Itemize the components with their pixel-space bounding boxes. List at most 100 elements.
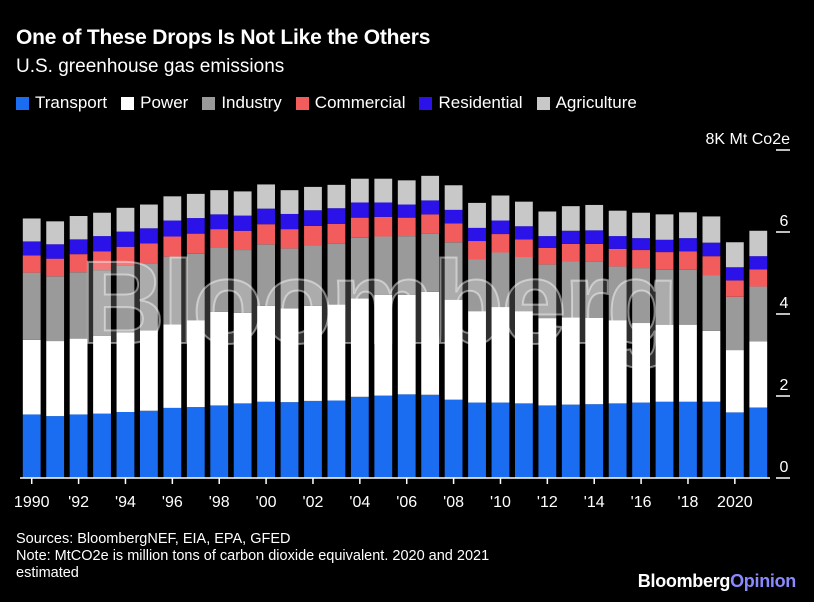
x-tick-label-1990: 1990: [14, 494, 50, 511]
x-tick-label-1992: '92: [68, 494, 89, 511]
bar-industry-2019: [702, 275, 721, 331]
bar-industry-1996: [163, 256, 182, 325]
bar-power-2008: [444, 299, 463, 400]
bar-commercial-2019: [702, 256, 721, 276]
bar-transport-2002: [304, 400, 322, 478]
bar-industry-2007: [421, 233, 440, 292]
bar-power-1994: [116, 332, 135, 412]
bar-power-2009: [468, 311, 486, 403]
legend-item-commercial: Commercial: [295, 93, 405, 113]
legend-swatch-commercial: [295, 96, 309, 110]
legend-swatch-industry: [202, 96, 216, 110]
bar-residential-2001: [280, 213, 299, 230]
x-tick-label-2012: '12: [537, 494, 558, 511]
chart-title: One of These Drops Is Not Like the Other…: [16, 26, 431, 49]
brand-bloomberg: Bloomberg: [637, 571, 731, 591]
x-tick-label-2018: '18: [678, 494, 699, 511]
bar-commercial-2013: [561, 243, 580, 262]
bar-industry-1993: [93, 270, 111, 336]
bar-residential-2005: [374, 202, 393, 217]
bar-agriculture-2001: [280, 190, 299, 214]
bar-commercial-2016: [632, 250, 650, 269]
bar-industry-2015: [608, 266, 627, 321]
bar-commercial-2009: [468, 241, 486, 260]
bar-industry-2002: [304, 245, 322, 306]
x-tick-label-2010: '10: [490, 494, 511, 511]
bar-transport-2001: [280, 402, 299, 478]
bar-power-2011: [515, 311, 533, 404]
bar-power-1998: [210, 311, 229, 406]
bar-agriculture-2021: [749, 230, 768, 257]
bar-industry-2003: [327, 243, 346, 305]
bar-commercial-1998: [210, 229, 229, 248]
bar-residential-2004: [350, 202, 369, 218]
bar-commercial-2015: [608, 248, 627, 267]
bar-commercial-1991: [46, 258, 65, 277]
bar-agriculture-2012: [538, 211, 557, 237]
bar-residential-2020: [725, 267, 744, 281]
bar-industry-2011: [515, 257, 533, 312]
bar-power-2017: [655, 324, 674, 402]
x-tick-label-2014: '14: [584, 494, 605, 511]
bar-residential-2010: [491, 220, 510, 235]
bar-power-2003: [327, 304, 346, 401]
bar-commercial-1996: [163, 236, 182, 257]
legend-label-agriculture: Agriculture: [555, 93, 637, 112]
legend-swatch-transport: [16, 96, 29, 110]
bar-residential-2000: [257, 208, 275, 225]
y-tick-label-2000: 2: [780, 377, 789, 394]
note-text: Note: MtCO2e is million tons of carbon d…: [16, 548, 490, 564]
bar-commercial-1992: [69, 254, 88, 273]
bar-transport-2011: [515, 403, 533, 478]
bar-agriculture-2008: [444, 185, 463, 210]
bar-transport-2013: [561, 404, 580, 478]
bar-transport-2021: [749, 407, 768, 478]
bar-commercial-2001: [280, 229, 299, 249]
bar-residential-2003: [327, 208, 346, 224]
bar-agriculture-2015: [608, 210, 627, 237]
bar-industry-2010: [491, 252, 510, 308]
bar-residential-1991: [46, 244, 65, 259]
legend-label-transport: Transport: [35, 93, 108, 112]
bar-industry-2009: [468, 259, 486, 312]
bar-industry-2013: [561, 261, 580, 318]
bar-power-2001: [280, 308, 299, 403]
bar-agriculture-2003: [327, 184, 346, 209]
legend-label-residential: Residential: [438, 93, 523, 112]
bar-industry-2014: [585, 261, 604, 318]
y-tick-label-6000: 6: [780, 213, 789, 230]
legend-label-power: Power: [140, 93, 189, 112]
bar-residential-1996: [163, 220, 182, 237]
bar-agriculture-2018: [679, 212, 697, 239]
bar-transport-2017: [655, 401, 674, 478]
bar-power-2004: [350, 298, 369, 397]
bar-residential-2009: [468, 227, 486, 242]
bar-residential-2002: [304, 210, 322, 226]
bar-residential-2017: [655, 239, 674, 253]
legend: Transport Power Industry Commercial Resi…: [16, 93, 651, 113]
bar-power-2010: [491, 307, 510, 403]
bar-residential-2011: [515, 226, 533, 240]
bar-power-1996: [163, 324, 182, 408]
bar-transport-1995: [140, 410, 158, 478]
bar-transport-2014: [585, 404, 604, 478]
chart-footnote: Sources: BloombergNEF, EIA, EPA, GFED No…: [16, 531, 616, 582]
bar-industry-1998: [210, 247, 229, 312]
bar-power-2000: [257, 305, 275, 402]
bar-residential-2018: [679, 238, 697, 252]
bar-industry-2005: [374, 236, 393, 295]
bar-residential-1997: [186, 218, 205, 234]
bar-agriculture-1998: [210, 190, 229, 215]
bar-commercial-2003: [327, 223, 346, 244]
bar-power-1990: [22, 339, 41, 415]
bar-residential-1999: [233, 215, 252, 231]
bar-residential-2021: [749, 256, 768, 270]
bar-agriculture-2002: [304, 186, 322, 211]
bar-commercial-2005: [374, 216, 393, 237]
bar-commercial-2020: [725, 280, 744, 297]
bar-transport-1991: [46, 416, 65, 478]
bar-transport-2005: [374, 395, 393, 478]
bar-commercial-1999: [233, 230, 252, 251]
bar-transport-2000: [257, 401, 275, 478]
x-tick-label-2020: 2020: [717, 494, 753, 511]
